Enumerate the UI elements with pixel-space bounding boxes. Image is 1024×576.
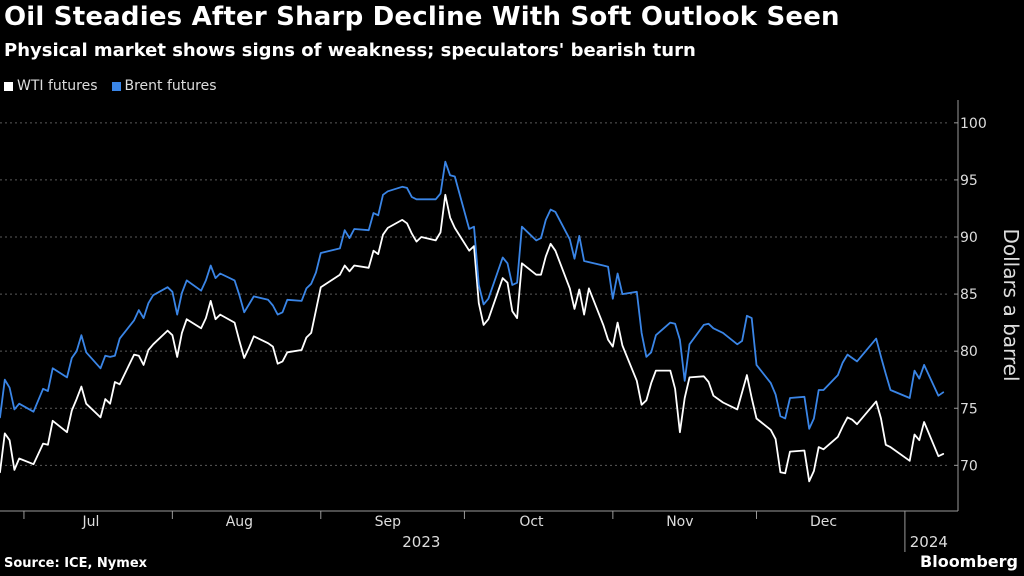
x-tick-label-dec: Dec	[810, 514, 837, 530]
source-note: Source: ICE, Nymex	[4, 556, 148, 571]
series-line-brent	[0, 160, 945, 430]
x-tick-label-aug: Aug	[226, 514, 253, 530]
legend-swatch-wti	[4, 81, 13, 91]
y-tick-label-70: 70	[960, 458, 978, 474]
legend-item-brent: Brent futures	[111, 78, 217, 94]
y-tick-label-75: 75	[960, 401, 978, 417]
year-label-2024: 2024	[910, 533, 948, 551]
series	[0, 160, 945, 483]
legend: WTI futures Brent futures	[4, 78, 217, 94]
bloomberg-logo: Bloomberg	[920, 552, 1018, 571]
year-label-2023: 2023	[402, 533, 440, 551]
y-tick-label-100: 100	[960, 116, 987, 132]
legend-item-wti: WTI futures	[4, 78, 98, 94]
y-axis-label: Dollars a barrel	[999, 228, 1023, 381]
chart-title: Oil Steadies After Sharp Decline With So…	[4, 2, 840, 32]
legend-label-brent: Brent futures	[124, 78, 217, 94]
y-tick-label-95: 95	[960, 173, 978, 189]
x-tick-label-oct: Oct	[519, 514, 544, 530]
y-tick-label-80: 80	[960, 344, 978, 360]
chart-subtitle: Physical market shows signs of weakness;…	[4, 40, 696, 61]
legend-swatch-brent	[111, 81, 121, 91]
y-tick-label-85: 85	[960, 287, 978, 303]
x-tick-label-sep: Sep	[375, 514, 402, 530]
gridlines	[0, 122, 948, 466]
axes: 70 75 80 85 90 95 100 Jul Aug Sep Oct Nov Dec 2023 202…	[0, 100, 987, 552]
legend-label-wti: WTI futures	[17, 78, 98, 94]
x-tick-label-jul: Jul	[82, 514, 100, 530]
series-line-wti	[0, 193, 945, 483]
y-tick-label-90: 90	[960, 230, 978, 246]
x-tick-label-nov: Nov	[666, 514, 693, 530]
